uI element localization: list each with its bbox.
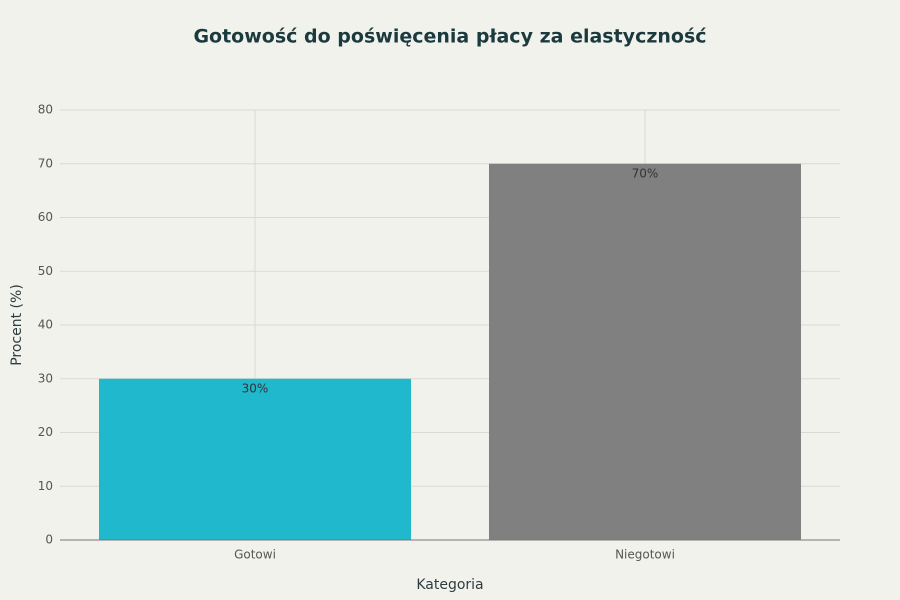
bar	[99, 378, 411, 540]
chart-title: Gotowość do poświęcenia płacy za elastyc…	[193, 26, 706, 48]
y-tick-label: 10	[38, 479, 53, 493]
value-label: 30%	[242, 381, 269, 395]
bar	[489, 163, 801, 540]
y-axis-title: Procent (%)	[9, 284, 25, 366]
y-tick-label: 60	[38, 210, 53, 224]
x-tick-label: Niegotowi	[615, 548, 675, 562]
y-tick-label: 30	[38, 371, 53, 385]
y-tick-label: 50	[38, 264, 53, 278]
y-tick-label: 0	[45, 533, 53, 547]
x-tick-label: Gotowi	[234, 548, 276, 562]
y-tick-label: 40	[38, 318, 53, 332]
value-label: 70%	[632, 166, 659, 180]
y-tick-label: 80	[38, 103, 53, 117]
y-tick-label: 20	[38, 425, 53, 439]
y-tick-label: 70	[38, 156, 53, 170]
x-axis-title: Kategoria	[416, 577, 483, 593]
